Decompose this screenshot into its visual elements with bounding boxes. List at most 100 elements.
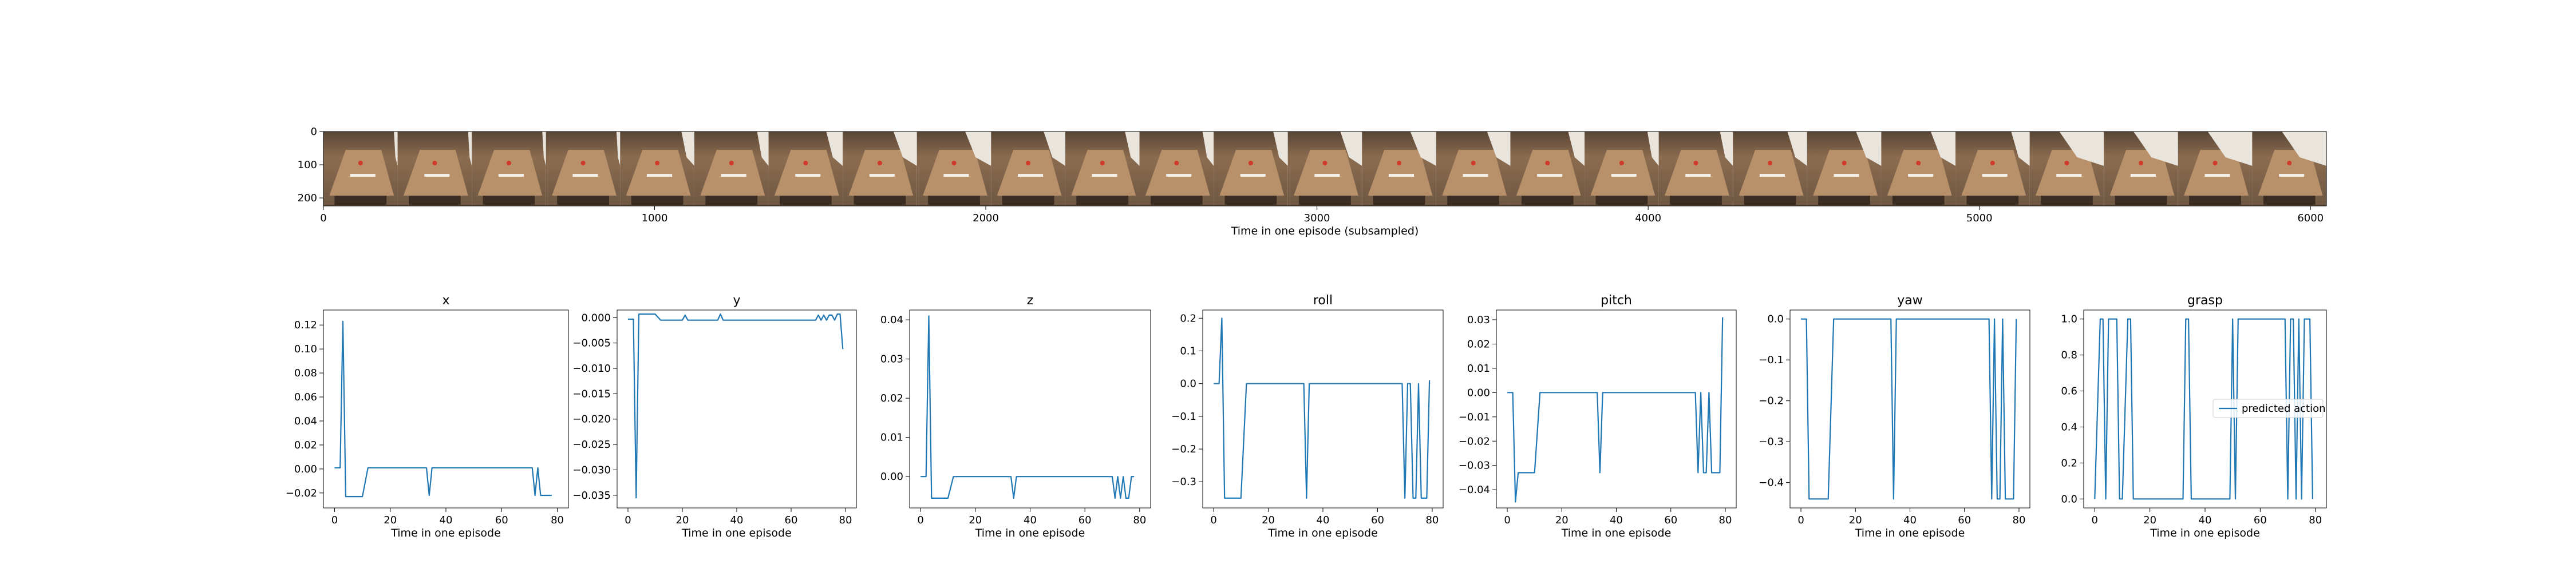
filmstrip-frame — [768, 132, 843, 206]
filmstrip-frame — [1287, 132, 1362, 206]
x-tick-label: 2000 — [973, 212, 999, 224]
frame-red-marker — [1619, 161, 1624, 165]
filmstrip-frame — [991, 132, 1065, 206]
y-tick-label: 0.06 — [294, 391, 317, 403]
x-tick-label: 0 — [1210, 514, 1216, 526]
frame-robot-arm — [1787, 132, 1807, 166]
y-tick-label: 0.000 — [581, 312, 611, 324]
x-axis-label: Time in one episode — [1561, 527, 1672, 539]
x-tick-label: 0 — [2092, 514, 2098, 526]
frame-red-marker — [358, 161, 363, 165]
frame-red-marker — [1100, 161, 1105, 165]
frame-bar-object — [1314, 174, 1340, 177]
y-tick-label: −0.1 — [1759, 354, 1784, 366]
y-tick-label: 0.00 — [880, 471, 903, 483]
frame-table-front — [334, 196, 387, 205]
frame-red-marker — [1322, 161, 1327, 165]
frame-red-marker — [1693, 161, 1698, 165]
frame-table — [1665, 150, 1729, 196]
x-tick-label: 60 — [1371, 514, 1384, 526]
frame-bar-object — [721, 174, 746, 177]
frame-bar-object — [1388, 174, 1415, 177]
y-tick-label: 200 — [298, 192, 317, 204]
y-tick-label: −0.2 — [1171, 443, 1196, 455]
filmstrip-frame — [1510, 132, 1585, 206]
x-tick-label: 60 — [495, 514, 508, 526]
frame-red-marker — [1471, 161, 1476, 165]
frame-table — [848, 150, 914, 196]
x-tick-label: 20 — [1849, 514, 1862, 526]
filmstrip-x-axis-label: Time in one episode (subsampled) — [1231, 225, 1419, 237]
y-tick-label: −0.010 — [572, 363, 611, 375]
frame-table-front — [483, 196, 535, 205]
legend: predicted action — [2212, 399, 2326, 418]
y-tick-label: 0.00 — [1467, 387, 1490, 399]
frame-red-marker — [1545, 161, 1550, 165]
frame-red-marker — [1248, 161, 1253, 165]
y-tick-label: −0.020 — [572, 414, 611, 426]
frame-robot-arm — [1720, 132, 1733, 166]
frame-red-marker — [2139, 161, 2144, 165]
subplot-y: 0 20 40 60 80 0.000 −0.005 −0.010 −0.015 −0.020 −0… — [572, 293, 857, 539]
filmstrip-frame — [1807, 132, 1882, 206]
frame-robot-arm — [1930, 132, 1956, 166]
frame-table — [1368, 150, 1433, 196]
x-tick-label: 0 — [625, 514, 631, 526]
x-tick-label: 40 — [1903, 514, 1917, 526]
x-tick-label: 20 — [676, 514, 689, 526]
x-tick-label: 40 — [2199, 514, 2212, 526]
action-subplots: 0 20 40 60 80−0.020.000.020.040.060.080.100.… — [286, 293, 2327, 539]
frame-table-front — [1966, 196, 2019, 205]
frame-table-front — [409, 196, 461, 205]
y-tick-label: 0.02 — [294, 439, 317, 451]
y-tick-label: 0.1 — [1180, 345, 1196, 357]
x-tick-label: 1000 — [642, 212, 668, 224]
y-tick-label: 0.10 — [294, 343, 317, 355]
y-tick-label: 0.0 — [2061, 493, 2077, 505]
x-tick-label: 60 — [1958, 514, 1971, 526]
frame-table — [1887, 150, 1952, 196]
x-tick-label: 60 — [2254, 514, 2267, 526]
subplot-title: y — [733, 293, 740, 308]
frame-red-marker — [655, 161, 660, 165]
frame-table — [700, 150, 765, 196]
x-axis-label: Time in one episode — [2150, 527, 2260, 539]
x-tick-label: 20 — [969, 514, 982, 526]
x-tick-label: 20 — [384, 514, 397, 526]
legend-label: predicted action — [2242, 403, 2326, 415]
x-axis-label: Time in one episode — [390, 527, 501, 539]
subplot-z: 0 20 40 60 80 0.00 0.01 0.02 0.03 0.04 z Time in on… — [880, 293, 1151, 539]
x-tick-label: 80 — [2013, 514, 2026, 526]
y-tick-label: −0.005 — [572, 337, 611, 349]
y-tick-label: −0.3 — [1171, 476, 1196, 488]
filmstrip-frame — [1585, 132, 1659, 206]
y-tick-label: 0.6 — [2061, 386, 2077, 398]
frame-bar-object — [1092, 174, 1117, 177]
x-tick-label: 20 — [1555, 514, 1568, 526]
x-tick-label: 80 — [551, 514, 564, 526]
frame-red-marker — [1174, 161, 1179, 165]
frame-table — [1739, 150, 1804, 196]
frame-table-front — [1150, 196, 1203, 205]
y-tick-label: 0.2 — [2061, 457, 2077, 469]
frame-red-marker — [580, 161, 586, 165]
y-tick-label: −0.02 — [286, 487, 317, 499]
frame-bar-object — [2204, 174, 2230, 177]
subplot-title: pitch — [1601, 293, 1632, 308]
plot-area — [617, 310, 856, 508]
frame-table — [552, 150, 617, 196]
filmstrip-frame — [2029, 132, 2104, 206]
filmstrip-y-ticks: 0 100 200 — [298, 126, 323, 204]
frame-bar-object — [1166, 174, 1192, 177]
x-tick-label: 60 — [1078, 514, 1092, 526]
filmstrip-frame — [397, 132, 472, 206]
x-tick-label: 0 — [1504, 514, 1510, 526]
subplot-pitch: 0 20 40 60 80 0.03 0.02 0.01 0.00 −0.01 −0.02 −0.03… — [1459, 293, 1737, 539]
frame-robot-arm — [1044, 132, 1065, 166]
x-tick-label: 40 — [440, 514, 453, 526]
frame-table-front — [2115, 196, 2167, 205]
filmstrip-frame — [1362, 132, 1436, 206]
frame-table-front — [1744, 196, 1796, 205]
frame-table-front — [631, 196, 683, 205]
